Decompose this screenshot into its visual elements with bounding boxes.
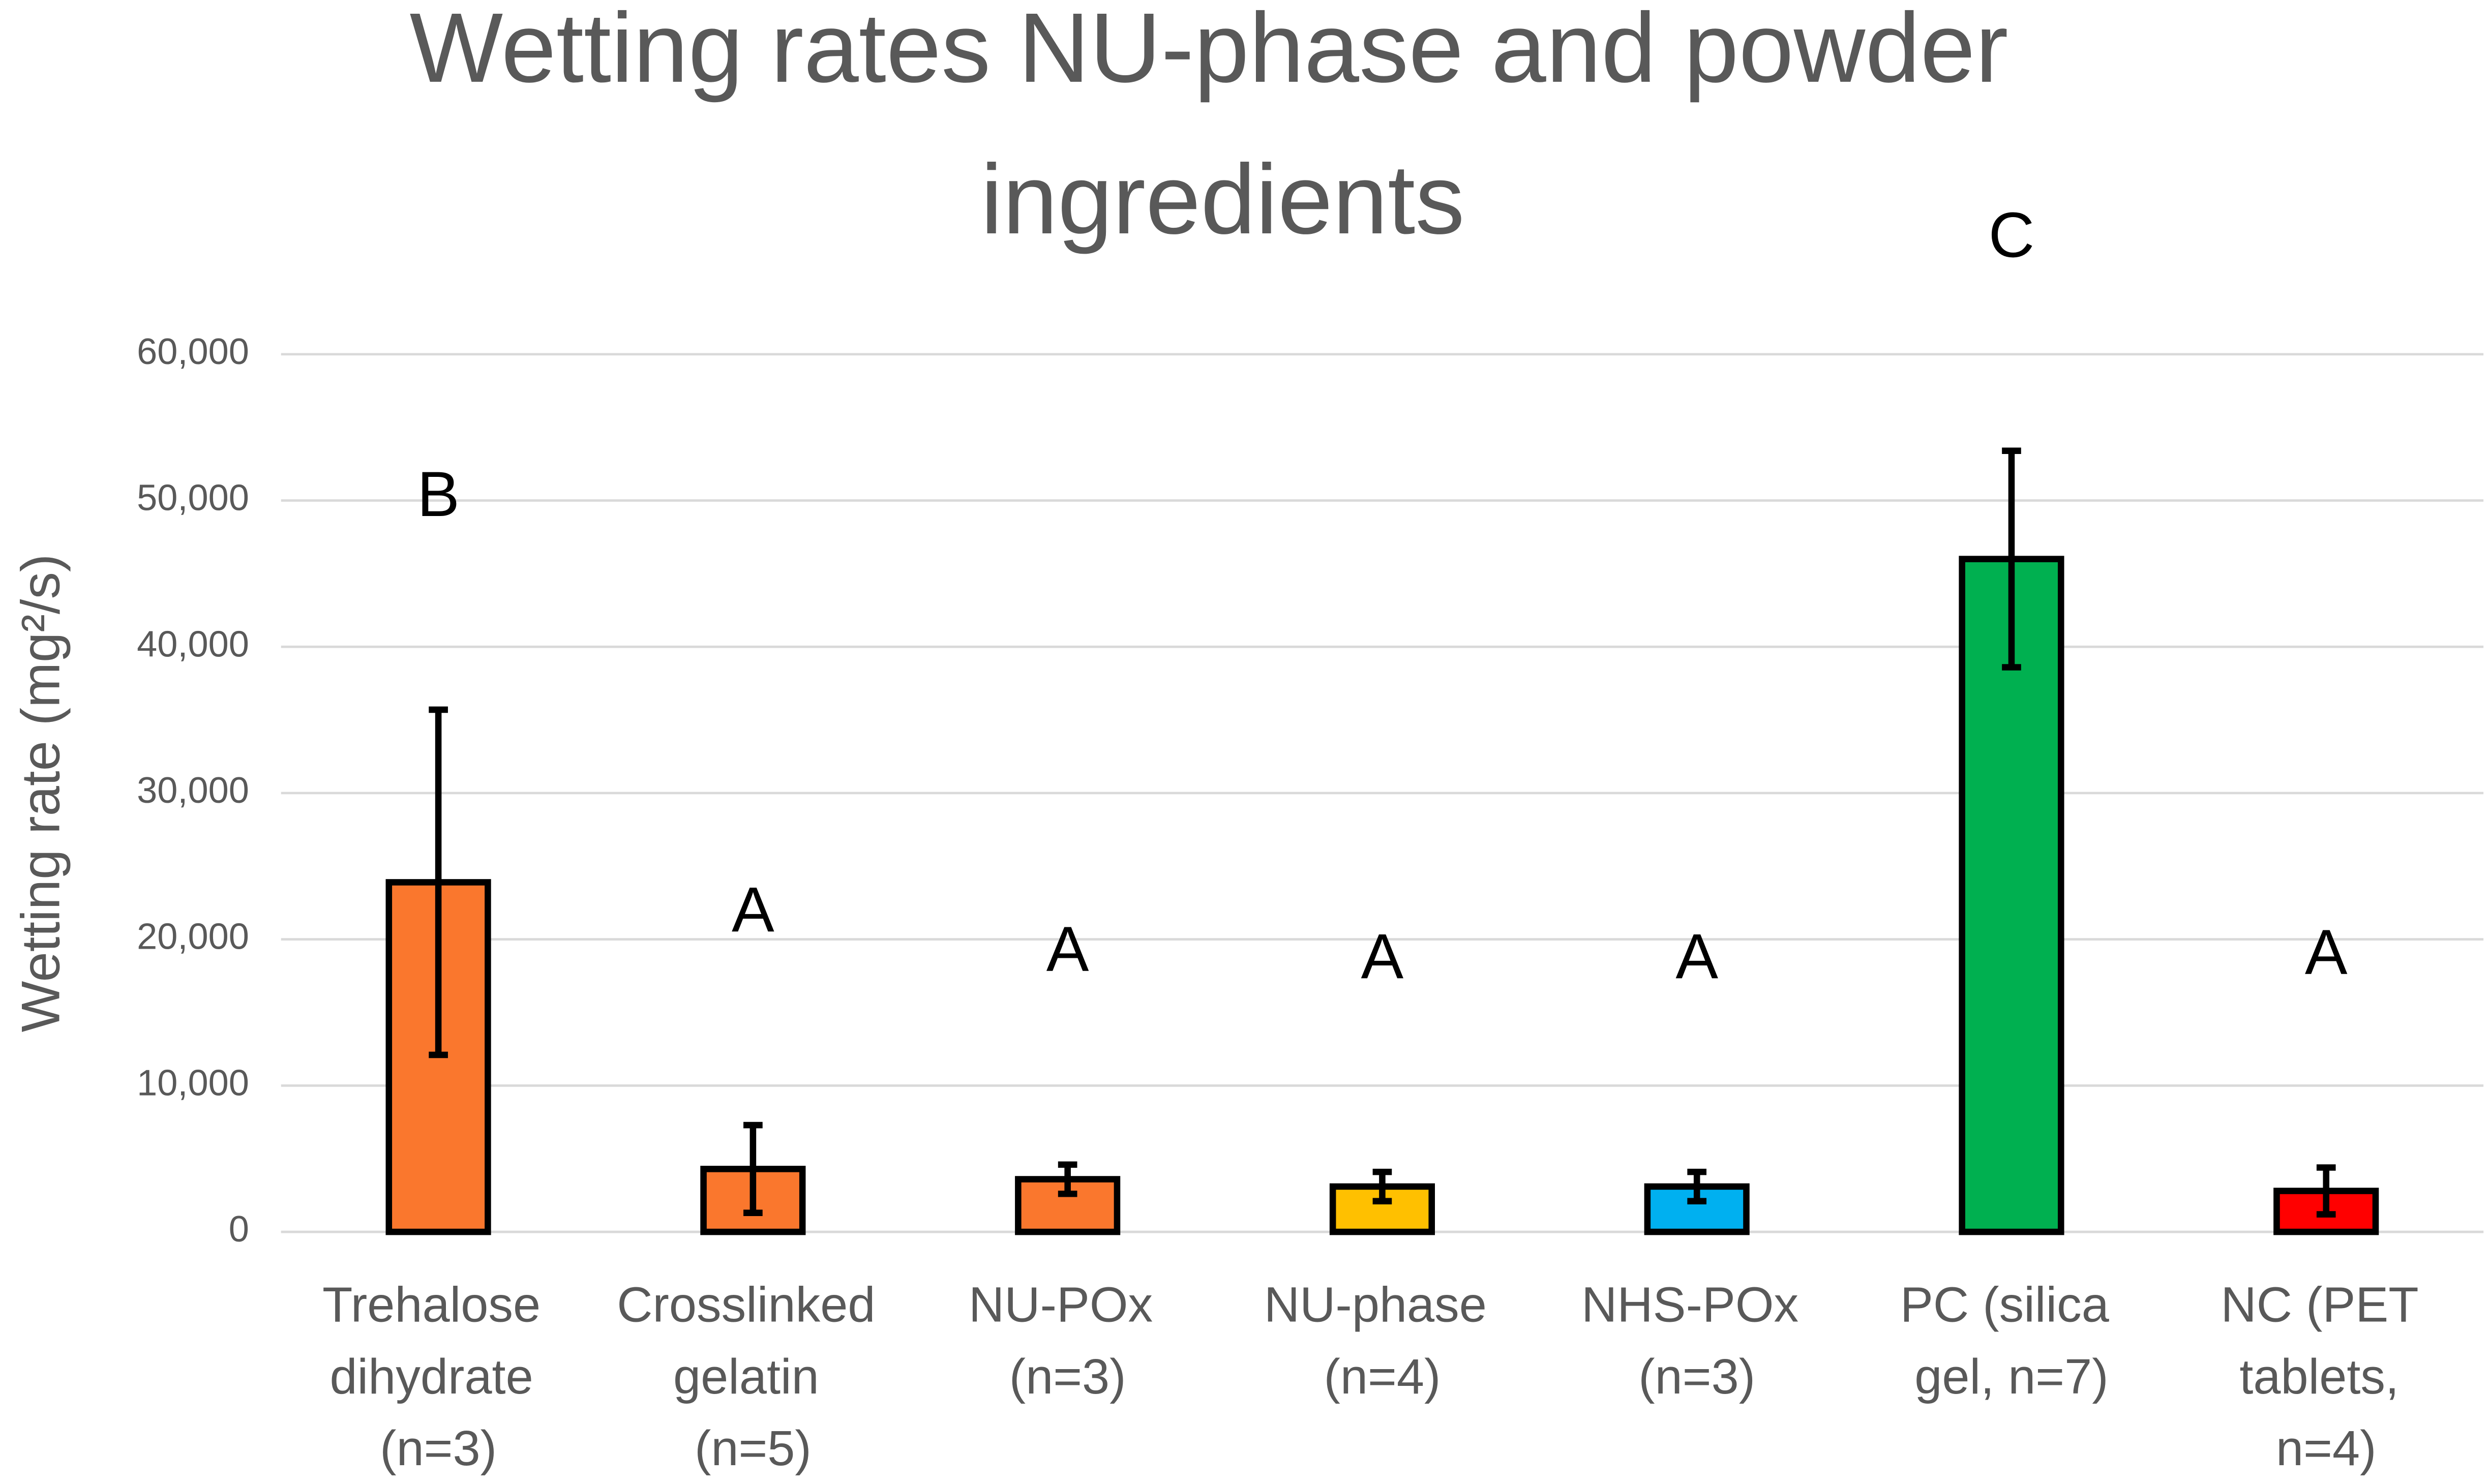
y-tick-label: 60,000 — [137, 331, 249, 372]
annotation: A — [1675, 920, 1718, 992]
y-tick-label: 40,000 — [137, 624, 249, 664]
x-tick-label: NHS-POx (n=3) — [1581, 1277, 1812, 1404]
annotation: C — [1989, 199, 2035, 271]
error-bar — [1372, 1168, 1392, 1204]
annotation: B — [417, 458, 460, 530]
x-tick-label: Trehalose dihydrate (n=3) — [322, 1277, 554, 1475]
annotation: A — [732, 873, 774, 945]
y-tick-label: 30,000 — [137, 770, 249, 811]
x-tick-label: NC (PET tablets, n=4) — [2221, 1277, 2432, 1475]
error-bar — [1687, 1168, 1707, 1204]
x-tick-label: NU-POx (n=3) — [969, 1277, 1166, 1404]
error-bar — [743, 1122, 763, 1216]
chart-title: Wetting rates NU-phase and powder ingred… — [410, 0, 2036, 255]
x-tick-label: PC (silica gel, n=7) — [1900, 1277, 2123, 1404]
x-tick-label: NU-phase (n=4) — [1264, 1277, 1501, 1404]
y-tick-label: 10,000 — [137, 1063, 249, 1103]
annotation: A — [1046, 913, 1089, 985]
y-axis-title: Wetting rate (mg²/s) — [10, 554, 71, 1033]
bar — [1959, 556, 2064, 1235]
annotation: A — [1361, 920, 1404, 992]
x-tick-label: Crosslinked gelatin (n=5) — [617, 1277, 889, 1475]
error-bar — [2002, 447, 2021, 671]
y-tick-label: 20,000 — [137, 917, 249, 957]
error-bar — [1058, 1161, 1077, 1197]
y-tick-label: 0 — [229, 1209, 249, 1250]
y-tick-label: 50,000 — [137, 478, 249, 519]
annotation: A — [2305, 916, 2348, 987]
error-bar — [2316, 1164, 2336, 1218]
error-bar — [429, 706, 448, 1058]
